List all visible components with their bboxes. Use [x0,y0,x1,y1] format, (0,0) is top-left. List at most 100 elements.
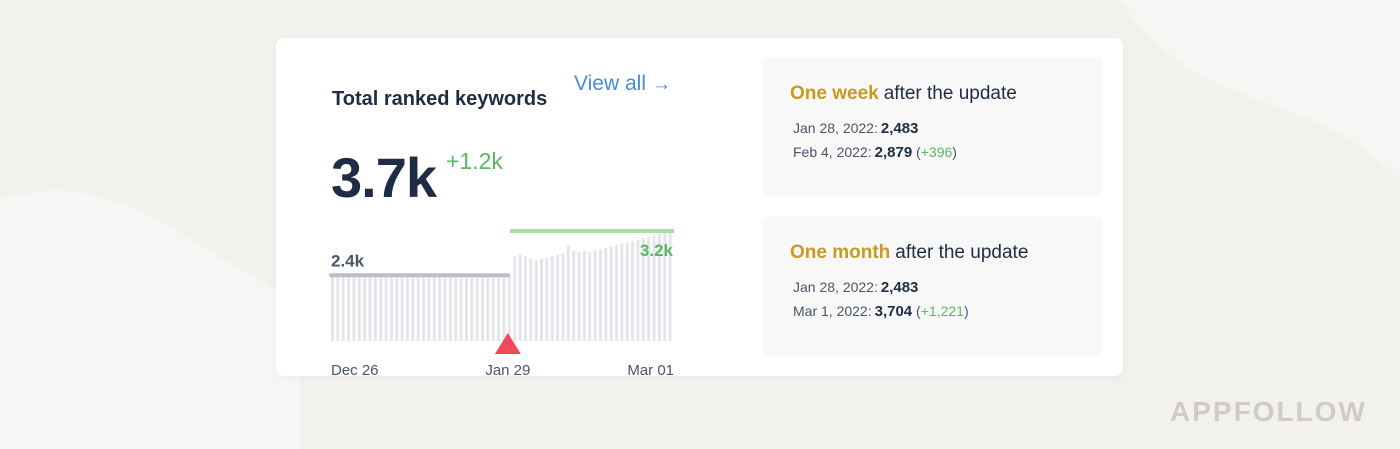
chart-bar [357,275,361,341]
x-tick-label: Mar 01 [627,362,674,379]
chart-bar [652,235,656,341]
chart-bar [336,275,340,341]
chart-bar [609,246,613,341]
chart-bar [411,273,415,341]
chart-bar [395,275,399,341]
chart-bar [513,256,517,341]
chart-bar [647,236,651,341]
x-tick-label: Dec 26 [331,362,379,379]
chart-bar [523,256,527,341]
update-marker-icon [494,333,521,354]
chart-bar [432,275,436,341]
panel-line: Feb 4, 2022: 2,879 (+396) [793,144,957,161]
before-average-label: 2.4k [331,251,365,270]
chart-bar [464,275,468,341]
chart-bar [400,275,404,341]
chart-bar [588,252,592,341]
panel-line-value: 2,483 [880,279,919,296]
panel-heading-rest: after the update [895,242,1029,263]
chart-bar [507,274,511,341]
chart-bar [593,250,597,341]
panel-line-label: Jan 28, 2022: [793,279,878,295]
chart-bar [454,274,458,341]
view-all-label: View all [574,72,646,95]
chart-bar [518,254,522,341]
appfollow-logo: APPFOLLOW [1170,396,1367,427]
chart-bar [604,247,608,341]
chart-bar [572,250,576,341]
keywords-card: Total ranked keywords View all → 3.7k +1.… [276,38,1123,379]
panel-line: Jan 28, 2022: 2,483 [793,279,918,296]
panel-heading-rest: after the update [883,83,1017,104]
panel-line-label: Jan 28, 2022: [793,120,878,136]
chart-bar [481,275,485,341]
chart-bar [416,275,420,341]
chart-bar [641,238,645,341]
chart-bar [668,230,672,341]
chart-bar [486,274,490,341]
panel-line-change: +1,221 [920,303,964,319]
chart-bar [422,275,426,341]
panel-line-value: 2,879 [874,144,913,161]
chart-bar [491,275,495,341]
chart-bar [663,232,667,341]
arrow-right-icon: → [651,74,671,95]
chart-bar [384,275,388,341]
chart-bar [459,275,463,341]
chart-bar [368,275,372,341]
panel-line-change: +396 [920,144,953,160]
x-tick-label: Jan 29 [485,362,530,379]
chart-bar [470,274,474,341]
keywords-chart: 2.4k 3.2k Dec 26 Jan 29 Mar 01 [329,229,674,379]
chart-bar [475,274,479,341]
chart-bar [540,258,543,341]
chart-bar [497,275,501,341]
chart-bar [443,275,447,341]
after-average-label: 3.2k [640,241,674,260]
chart-bar [502,273,506,341]
chart-bar [620,243,624,341]
chart-bar [373,274,377,341]
chart-bar [448,275,452,341]
chart-bar [566,245,570,341]
total-change-value: +1.2k [446,148,503,174]
chart-bar [347,275,351,341]
panel-line-value: 3,704 [874,303,913,320]
chart-bar [556,254,560,341]
chart-bar [341,275,345,341]
chart-bar [636,239,640,341]
chart-bar [625,242,629,341]
panel-heading: One month after the update [790,242,1028,264]
total-keywords-value: 3.7k [331,146,437,209]
chart-bar [389,274,393,341]
chart-bar [550,256,554,341]
chart-bar [529,258,533,341]
chart-bar [534,260,538,341]
chart-bar [438,274,442,341]
panel-line: Mar 1, 2022: 3,704 (+1,221) [793,303,969,320]
view-all-link[interactable]: View all → [574,72,671,96]
chart-bar [561,253,565,341]
panel-heading-highlight: One month [790,242,891,263]
panel-heading: One week after the update [790,83,1017,105]
chart-bar [582,250,586,341]
chart-bar [598,249,602,341]
chart-bar [352,274,356,341]
card-title: Total ranked keywords [332,88,548,110]
panel-line: Jan 28, 2022: 2,483 [793,120,918,137]
panel-one-week: One week after the update Jan 28, 2022: 2,… [763,57,1102,196]
panel-line-label: Mar 1, 2022: [793,303,872,319]
chart-bar [331,276,334,341]
panel-line-label: Feb 4, 2022: [793,144,872,160]
chart-bar [379,275,383,341]
chart-bar [631,241,635,341]
chart-bar [427,274,431,341]
chart-bar [577,252,581,341]
panel-line-value: 2,483 [880,120,919,137]
chart-bar [657,234,661,341]
chart-bar [363,276,367,341]
chart-bar [545,257,549,341]
panel-heading-highlight: One week [790,83,879,104]
chart-bar [406,274,409,341]
